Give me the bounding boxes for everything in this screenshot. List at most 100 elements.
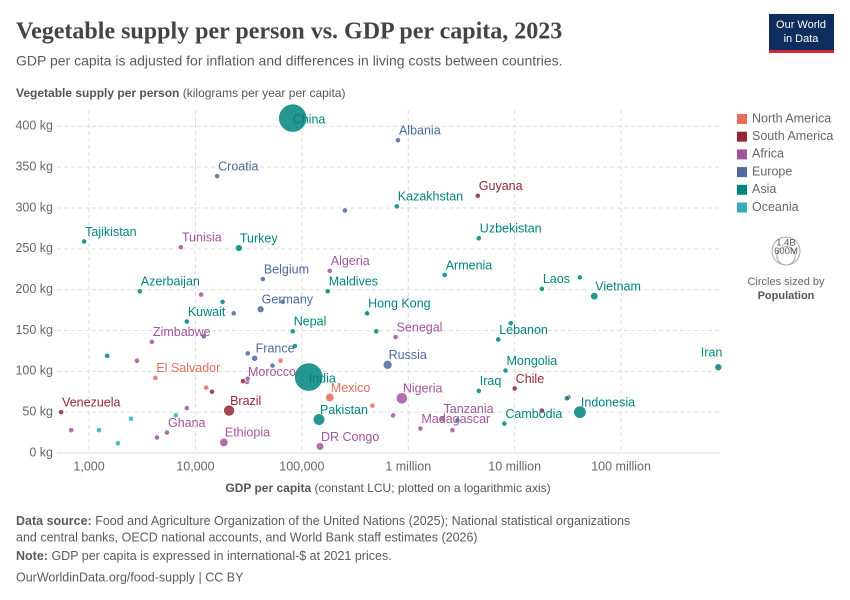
point [251, 354, 259, 362]
point [573, 405, 587, 419]
point-label: China [293, 112, 326, 126]
point [279, 299, 286, 305]
point-label: Mongolia [507, 354, 558, 368]
point-label: Kazakhstan [398, 190, 463, 204]
point [172, 412, 179, 419]
x-tick-label: 100 million [591, 459, 651, 473]
point [474, 192, 481, 199]
y-axis-label: Vegetable supply per person [16, 86, 179, 100]
point [269, 362, 276, 369]
point [219, 299, 226, 305]
legend-label: Africa [752, 147, 784, 161]
point-label: Kuwait [188, 305, 226, 319]
size-legend-label: 600M [774, 246, 798, 257]
point-label: Senegal [397, 320, 443, 334]
point [564, 395, 570, 402]
point [183, 405, 190, 411]
point-label: Tajikistan [85, 225, 136, 239]
point [96, 427, 102, 434]
point-label: Madagascar [421, 412, 490, 426]
point [164, 429, 170, 436]
point-label: Brazil [230, 394, 261, 408]
point [178, 244, 184, 251]
point-label: Cambodia [505, 407, 562, 421]
point-label: Algeria [331, 254, 370, 268]
point-label: Turkey [240, 231, 278, 245]
point-label: Nepal [294, 315, 327, 329]
point [449, 427, 456, 434]
point [235, 244, 243, 252]
point [154, 434, 160, 441]
point-label: Guyana [479, 179, 523, 193]
point [136, 288, 143, 295]
point [441, 272, 448, 278]
point [538, 407, 545, 414]
note: Note: GDP per capita is expressed in int… [16, 549, 392, 563]
point [395, 392, 408, 405]
point [209, 388, 215, 395]
point-label: Hong Kong [368, 297, 431, 311]
url[interactable]: OurWorldinData.org/food-supply | CC BY [16, 570, 244, 584]
point [240, 378, 246, 385]
x-tick-label: 1 million [385, 459, 431, 473]
point-label: Ethiopia [225, 426, 270, 440]
source-text-cont: and central banks, OECD national account… [16, 530, 478, 544]
point [81, 238, 88, 245]
point [230, 310, 237, 317]
point-label: Zimbabwe [153, 325, 211, 339]
source: Data source: Food and Agriculture Organi… [16, 514, 630, 528]
point-label: India [309, 371, 336, 385]
points [58, 103, 723, 451]
point-label: Laos [543, 272, 570, 286]
point [364, 310, 370, 317]
x-axis-note: (constant LCU; plotted on a logarithmic … [315, 481, 551, 495]
point [294, 362, 324, 392]
point [475, 388, 482, 394]
point-label: Ghana [168, 416, 206, 430]
legend-label: Asia [752, 182, 776, 196]
point [128, 415, 134, 422]
point [475, 235, 482, 242]
y-tick-label: 400 kg [15, 119, 53, 133]
legend-swatch [737, 167, 747, 178]
point [203, 384, 210, 391]
y-tick-label: 150 kg [15, 323, 53, 337]
size-legend-label: 1.4B [776, 238, 796, 249]
point [714, 363, 723, 372]
y-tick-label: 250 kg [15, 241, 53, 255]
point [256, 305, 265, 313]
point [501, 420, 508, 427]
point [369, 402, 376, 409]
point-label: El Salvador [156, 361, 220, 375]
y-tick-label: 50 kg [22, 404, 53, 418]
point [393, 203, 400, 210]
point [198, 291, 204, 298]
point [68, 427, 75, 434]
point-label: Armenia [446, 258, 493, 272]
logo[interactable]: Our World in Data [769, 14, 834, 53]
point [392, 334, 399, 340]
point [58, 409, 64, 416]
y-tick-label: 100 kg [15, 364, 53, 378]
point-label: Germany [262, 293, 314, 307]
source-text: Food and Agriculture Organization of the… [95, 514, 630, 528]
point [152, 374, 159, 381]
x-tick-label: 1,000 [73, 459, 104, 473]
logo-box [769, 14, 834, 50]
legend-label: South America [752, 129, 833, 143]
logo-text: in Data [784, 33, 820, 45]
point [507, 320, 514, 327]
labels: Mexico El Salvador Brazil Chile Venezuela Guy… [62, 112, 722, 443]
y-tick-label: 200 kg [15, 282, 53, 296]
point [538, 285, 545, 292]
point [289, 328, 296, 335]
point [134, 357, 140, 364]
point-label: Mexico [331, 381, 371, 395]
point-label: Azerbaijan [141, 275, 200, 289]
legend-swatch [737, 149, 747, 160]
legend-swatch [737, 131, 747, 142]
point [439, 415, 446, 423]
point [495, 336, 502, 343]
y-tick-label: 0 kg [29, 445, 53, 459]
point [259, 276, 266, 282]
